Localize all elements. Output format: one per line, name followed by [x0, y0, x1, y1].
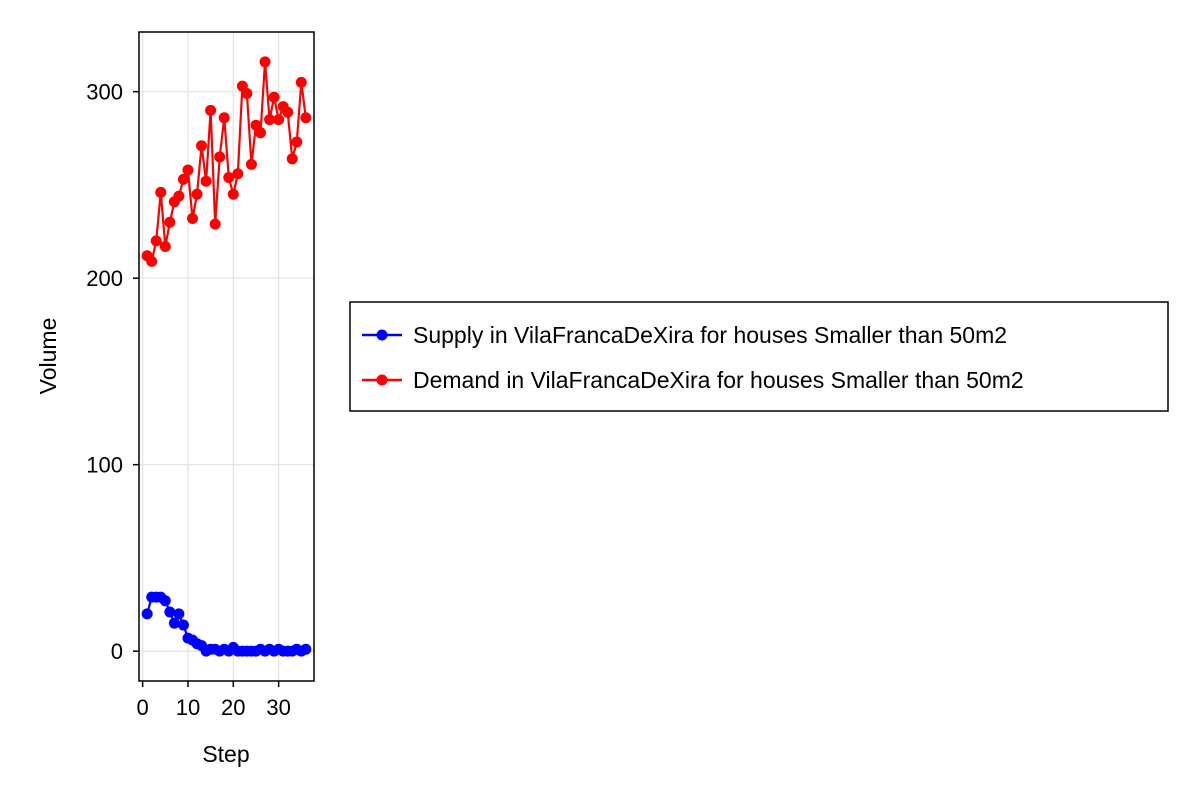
- legend-label-supply: Supply in VilaFrancaDeXira for houses Sm…: [413, 322, 1007, 348]
- data-point: [164, 216, 176, 228]
- y-tick-label: 100: [86, 453, 123, 478]
- data-point: [141, 608, 153, 620]
- data-point: [196, 140, 208, 152]
- x-tick-label: 0: [137, 695, 149, 720]
- plot-frame: [138, 31, 315, 682]
- data-point: [168, 617, 180, 629]
- y-tick-label: 0: [111, 639, 123, 664]
- legend-entry-demand: Demand in VilaFrancaDeXira for houses Sm…: [362, 367, 1024, 393]
- y-tick-label: 200: [86, 266, 123, 291]
- legend-entry-supply: Supply in VilaFrancaDeXira for houses Sm…: [362, 322, 1007, 348]
- data-point: [173, 190, 185, 202]
- data-point: [209, 218, 221, 230]
- data-point: [173, 608, 185, 620]
- data-point: [155, 186, 167, 198]
- data-point: [223, 171, 235, 183]
- data-point: [191, 188, 203, 200]
- data-point: [286, 153, 298, 165]
- x-axis-title: Step: [202, 741, 249, 767]
- data-point: [232, 168, 244, 180]
- data-point: [159, 595, 171, 607]
- series-supply: [141, 591, 312, 657]
- data-point: [177, 173, 189, 185]
- data-point: [268, 91, 280, 103]
- data-point: [264, 114, 276, 126]
- data-point: [295, 76, 307, 88]
- data-point: [259, 56, 271, 68]
- data-point: [227, 188, 239, 200]
- legend-box: [349, 301, 1169, 412]
- data-point: [282, 106, 294, 118]
- legend: Supply in VilaFrancaDeXira for houses Sm…: [349, 301, 1169, 412]
- data-point: [164, 606, 176, 618]
- data-point: [255, 127, 267, 139]
- data-point: [300, 643, 312, 655]
- y-tick-label: 300: [86, 80, 123, 105]
- data-point: [150, 235, 162, 247]
- data-point: [291, 136, 303, 148]
- legend-swatch-marker: [376, 329, 388, 341]
- data-point: [214, 151, 226, 163]
- data-point: [200, 175, 212, 187]
- data-point: [146, 255, 158, 267]
- legend-label-demand: Demand in VilaFrancaDeXira for houses Sm…: [413, 367, 1024, 393]
- legend-swatch-marker: [376, 374, 388, 386]
- data-point: [245, 158, 257, 170]
- x-tick-label: 30: [266, 695, 290, 720]
- x-tick-label: 20: [221, 695, 245, 720]
- data-point: [177, 619, 189, 631]
- y-axis-title: Volume: [35, 318, 61, 395]
- data-point: [300, 112, 312, 124]
- data-point: [159, 240, 171, 252]
- series-demand: [141, 56, 312, 267]
- series-layer: [141, 56, 312, 657]
- x-tick-label: 10: [176, 695, 200, 720]
- data-point: [273, 114, 285, 126]
- data-point: [182, 164, 194, 176]
- data-point: [205, 104, 217, 116]
- data-point: [241, 88, 253, 100]
- grid-lines: [139, 32, 314, 681]
- data-point: [218, 112, 230, 124]
- data-point: [186, 212, 198, 224]
